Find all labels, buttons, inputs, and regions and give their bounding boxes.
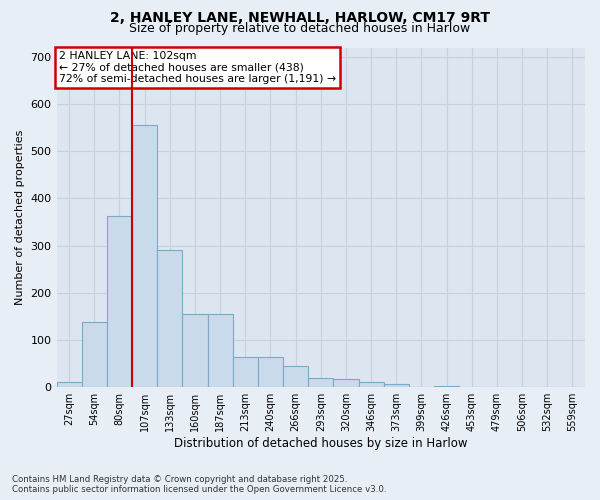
Bar: [107, 216, 132, 387]
Bar: [233, 356, 258, 387]
Y-axis label: Number of detached properties: Number of detached properties: [15, 130, 25, 305]
Bar: [308, 378, 334, 387]
Bar: [82, 322, 107, 387]
Bar: [157, 250, 182, 387]
Text: 2, HANLEY LANE, NEWHALL, HARLOW, CM17 9RT: 2, HANLEY LANE, NEWHALL, HARLOW, CM17 9R…: [110, 11, 490, 25]
Text: Contains HM Land Registry data © Crown copyright and database right 2025.
Contai: Contains HM Land Registry data © Crown c…: [12, 474, 386, 494]
Bar: [56, 382, 82, 387]
Bar: [383, 384, 409, 387]
Bar: [359, 382, 383, 387]
Bar: [132, 126, 157, 387]
Text: Size of property relative to detached houses in Harlow: Size of property relative to detached ho…: [130, 22, 470, 35]
Bar: [182, 314, 208, 387]
Bar: [334, 378, 359, 387]
Bar: [434, 386, 459, 387]
Bar: [208, 314, 233, 387]
Bar: [258, 356, 283, 387]
X-axis label: Distribution of detached houses by size in Harlow: Distribution of detached houses by size …: [174, 437, 467, 450]
Bar: [283, 366, 308, 387]
Text: 2 HANLEY LANE: 102sqm
← 27% of detached houses are smaller (438)
72% of semi-det: 2 HANLEY LANE: 102sqm ← 27% of detached …: [59, 51, 337, 84]
